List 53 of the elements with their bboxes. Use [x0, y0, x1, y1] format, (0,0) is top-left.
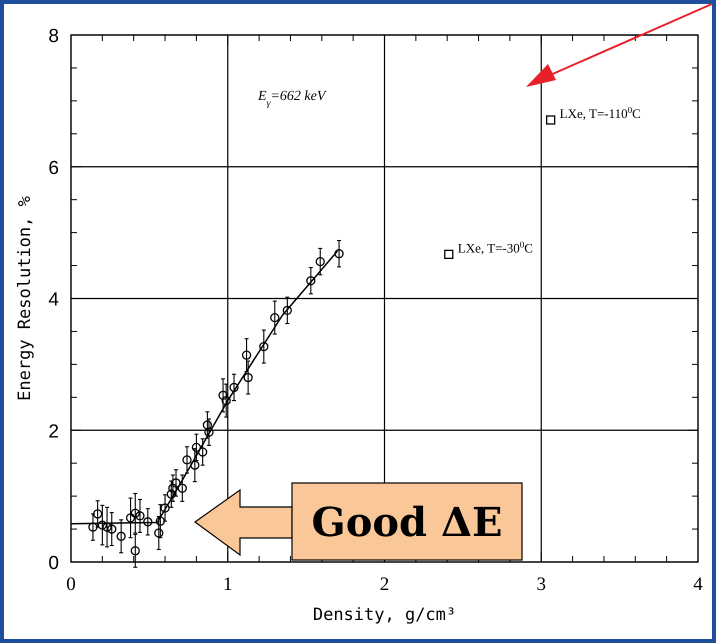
point	[98, 520, 107, 530]
y-tick-label: 8	[48, 26, 59, 47]
point	[316, 256, 325, 266]
point	[143, 517, 152, 526]
point	[88, 522, 98, 532]
point	[102, 522, 112, 532]
x-tick-label: 4	[693, 574, 704, 595]
point	[282, 306, 292, 316]
point	[93, 509, 102, 519]
y-tick-label: 6	[48, 158, 59, 179]
point	[444, 250, 454, 260]
point	[182, 455, 192, 465]
y-axis-title: Energy Resolution, %	[15, 196, 35, 401]
point	[204, 428, 214, 437]
x-tick-label: 3	[536, 574, 546, 595]
series-label: LXe, T=-110$^{0}$C	[560, 104, 641, 121]
point	[306, 276, 316, 286]
point	[168, 484, 178, 493]
point	[171, 478, 181, 488]
point	[135, 511, 145, 521]
point	[130, 508, 140, 518]
point	[218, 390, 228, 400]
point	[116, 532, 126, 541]
point	[166, 490, 176, 499]
point	[156, 516, 165, 526]
annotation: E$_{γ}$=662 keV	[257, 89, 327, 108]
point	[222, 396, 231, 406]
annotation: Good ΔE	[312, 499, 502, 546]
point	[192, 442, 202, 452]
point	[130, 546, 140, 556]
point	[160, 503, 170, 513]
y-tick-label: 4	[48, 290, 60, 310]
point	[229, 382, 239, 392]
point	[107, 524, 116, 534]
point	[198, 447, 208, 457]
point	[243, 372, 253, 382]
point	[190, 460, 200, 470]
x-tick-label: 2	[380, 574, 390, 595]
point	[270, 312, 280, 322]
point	[178, 484, 187, 493]
point	[546, 115, 556, 125]
point	[242, 350, 252, 360]
x-tick-label: 0	[66, 574, 76, 595]
point	[126, 513, 136, 523]
y-tick-label: 0	[48, 553, 59, 574]
x-axis-title: Density, g/cm³	[312, 605, 456, 625]
point	[334, 249, 344, 258]
point	[154, 528, 164, 538]
x-tick-label: 1	[223, 574, 232, 595]
point	[259, 342, 268, 352]
point	[202, 420, 212, 430]
y-tick-label: 2	[48, 421, 59, 442]
series-label: LXe, T=-30$^{0}$C	[458, 239, 533, 256]
